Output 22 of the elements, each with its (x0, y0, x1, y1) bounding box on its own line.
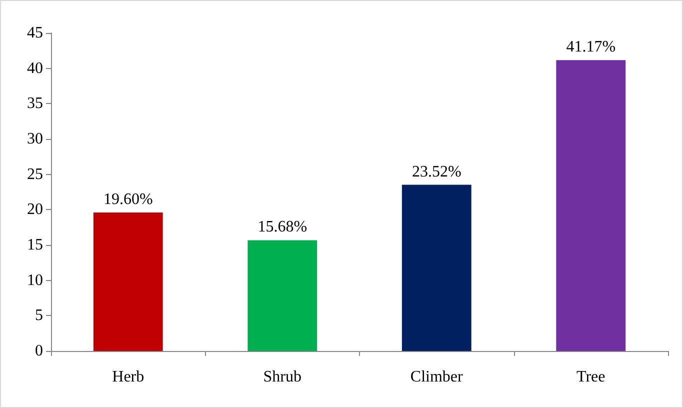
data-label: 19.60% (103, 190, 153, 208)
x-tick-label: Climber (410, 368, 464, 386)
bar (248, 240, 318, 351)
y-tick-label: 5 (35, 307, 43, 324)
bar (402, 184, 472, 351)
bar (556, 60, 626, 351)
y-tick-label: 45 (27, 24, 43, 42)
y-tick-label: 10 (27, 272, 43, 289)
data-label: 15.68% (258, 218, 308, 236)
y-tick-label: 35 (27, 95, 43, 112)
y-tick-label: 15 (27, 236, 43, 254)
y-tick-label: 20 (27, 201, 43, 218)
data-label: 41.17% (566, 38, 616, 56)
data-label: 23.52% (412, 163, 462, 180)
x-tick-label: Shrub (263, 368, 302, 386)
y-tick-label: 0 (35, 342, 43, 360)
y-tick-label: 40 (27, 60, 43, 77)
x-tick-label: Herb (112, 368, 144, 386)
bar (93, 212, 163, 351)
x-tick-label: Tree (576, 368, 606, 386)
y-tick-label: 30 (27, 130, 43, 148)
y-tick-label: 25 (27, 166, 43, 183)
